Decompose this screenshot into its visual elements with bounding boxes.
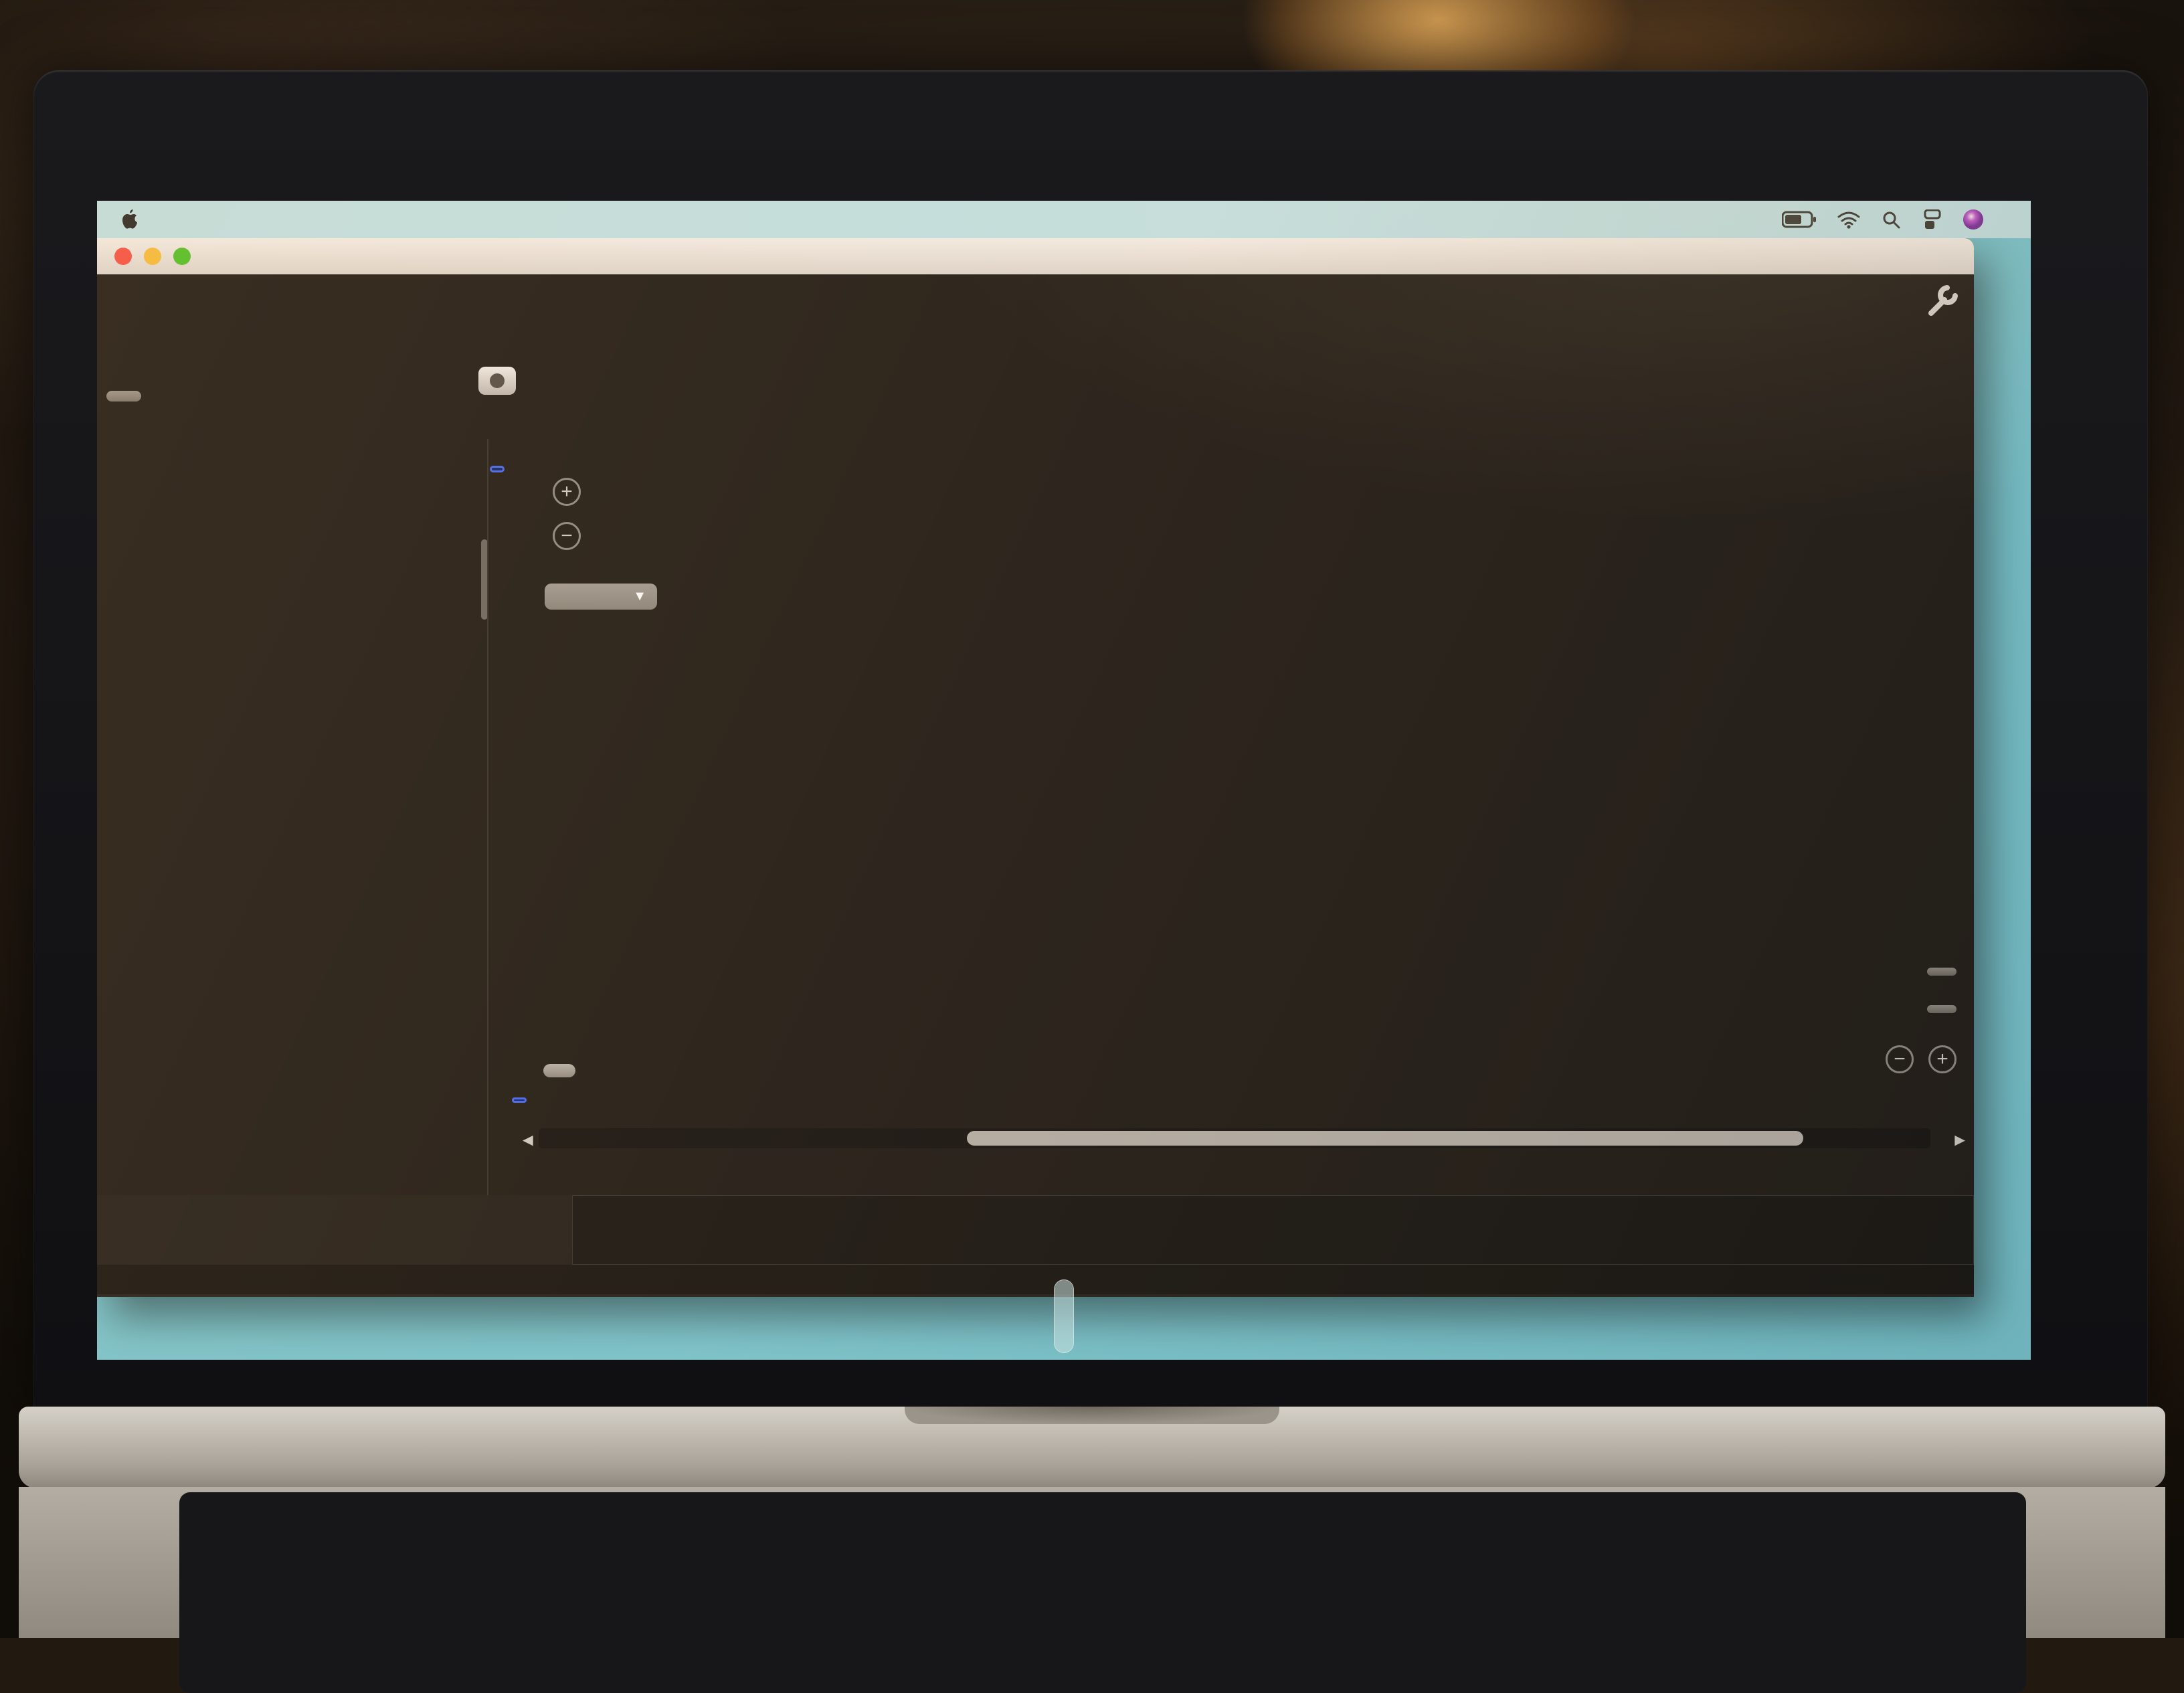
average-responses-button[interactable] — [543, 1064, 575, 1077]
trace-legend — [572, 1195, 1974, 1265]
battery-icon[interactable] — [1782, 211, 1817, 228]
keyboard — [179, 1492, 2026, 1693]
chevron-down-icon: ▼ — [633, 589, 646, 604]
trace-type-dropdown[interactable]: ▼ — [545, 584, 657, 610]
collapse-sidebar-button[interactable] — [106, 391, 141, 402]
zoom-in-button[interactable]: + — [553, 478, 581, 506]
x-zoom-in-button[interactable]: + — [1928, 1045, 1956, 1073]
range-20-20000-button[interactable] — [1927, 1005, 1956, 1013]
status-bar — [97, 1265, 1974, 1294]
minimize-window-button[interactable] — [144, 248, 161, 265]
y-axis-max-field[interactable] — [490, 466, 505, 472]
display-icon[interactable] — [1921, 209, 1942, 230]
apple-menu-icon[interactable] — [120, 208, 140, 231]
sidebar-scrollbar[interactable] — [481, 539, 488, 620]
wrench-icon — [1922, 281, 1962, 321]
scroll-left-arrow[interactable]: ◄ — [519, 1130, 537, 1150]
x-axis-min-field[interactable] — [512, 1097, 527, 1103]
range-20-300-button[interactable] — [1927, 968, 1956, 976]
preferences-button[interactable] — [1922, 281, 1962, 331]
laptop-bezel: + − ▼ − + ◄ — [33, 70, 2148, 1412]
frequency-bands-strip — [539, 442, 1930, 463]
zoom-window-button[interactable] — [173, 248, 191, 265]
graph-bar — [97, 389, 1974, 439]
x-zoom-out-button[interactable]: − — [1886, 1045, 1914, 1073]
main-toolbar — [97, 274, 1974, 389]
macos-dock — [1054, 1279, 1074, 1353]
x-scrollbar-handle[interactable] — [967, 1131, 1803, 1146]
camera-icon — [478, 367, 516, 395]
scroll-right-arrow[interactable]: ► — [1951, 1130, 1969, 1150]
window-titlebar[interactable] — [97, 238, 1974, 274]
siri-icon[interactable] — [1963, 209, 1984, 230]
wifi-icon[interactable] — [1837, 210, 1861, 229]
capture-button[interactable] — [478, 367, 516, 399]
measurements-sidebar — [97, 439, 488, 1195]
laptop-deck — [19, 1407, 2165, 1488]
x-scrollbar-track[interactable] — [539, 1128, 1930, 1148]
x-axis — [539, 1097, 1930, 1126]
laptop-screen: + − ▼ − + ◄ — [97, 201, 2031, 1360]
rew-window: + − ▼ − + ◄ — [97, 238, 1974, 1297]
keyboard-well — [19, 1487, 2165, 1638]
close-window-button[interactable] — [114, 248, 132, 265]
zoom-out-button[interactable]: − — [553, 522, 581, 550]
spl-chart-zone: + − ▼ − + ◄ — [488, 439, 1974, 1195]
macos-menu-bar — [97, 201, 2031, 238]
search-icon[interactable] — [1881, 209, 1901, 230]
